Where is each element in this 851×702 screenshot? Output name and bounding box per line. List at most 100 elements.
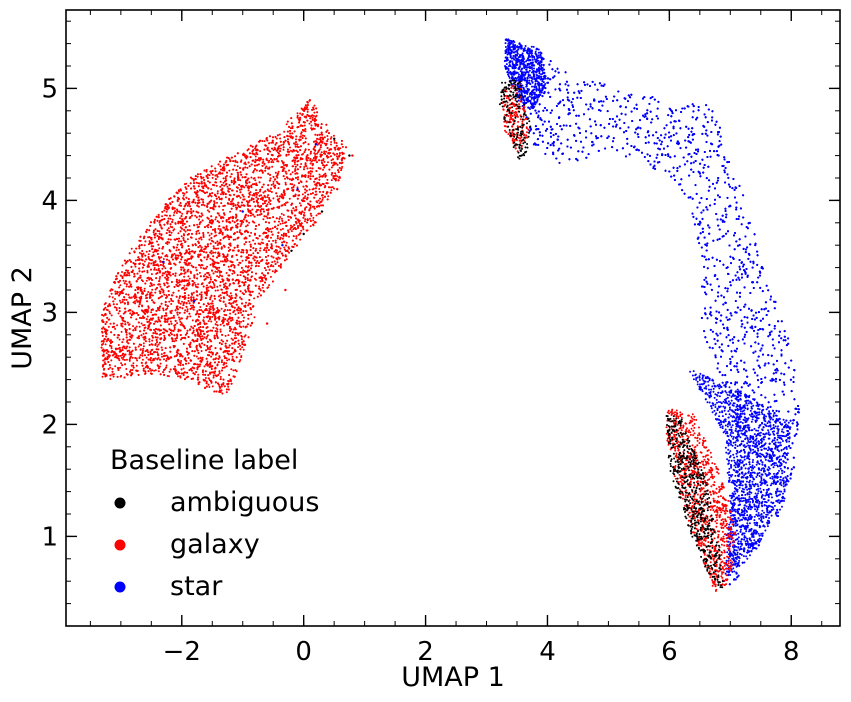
point-galaxy [134, 300, 136, 303]
point-galaxy [270, 183, 273, 186]
point-galaxy [141, 354, 144, 357]
point-galaxy [330, 166, 333, 169]
point-galaxy [120, 356, 123, 359]
point-galaxy [182, 304, 185, 307]
point-galaxy [214, 270, 217, 273]
point-galaxy [181, 212, 184, 215]
point-galaxy [243, 316, 245, 319]
point-galaxy [170, 297, 173, 300]
point-galaxy [200, 350, 203, 352]
point-galaxy [237, 263, 240, 266]
point-galaxy [197, 373, 200, 376]
point-galaxy [303, 108, 306, 111]
point-galaxy [236, 258, 239, 261]
point-galaxy [156, 240, 158, 243]
point-galaxy [186, 201, 189, 204]
point-galaxy [123, 359, 126, 361]
point-galaxy [285, 153, 288, 156]
point-galaxy [248, 185, 251, 188]
point-galaxy [238, 325, 241, 328]
point-galaxy [303, 166, 306, 168]
point-galaxy [266, 167, 269, 170]
point-galaxy [213, 200, 216, 203]
point-galaxy [240, 311, 242, 314]
point-galaxy [228, 374, 231, 376]
point-galaxy [202, 285, 205, 288]
point-galaxy [145, 231, 148, 234]
point-galaxy [192, 327, 195, 330]
point-galaxy [211, 315, 214, 318]
point-galaxy [171, 218, 174, 221]
point-galaxy [177, 240, 180, 243]
point-galaxy [264, 274, 267, 277]
point-galaxy [162, 258, 165, 260]
point-galaxy [223, 184, 226, 187]
point-galaxy [207, 231, 210, 234]
point-galaxy [217, 251, 220, 254]
point-galaxy [315, 114, 318, 117]
point-galaxy [103, 303, 106, 306]
point-galaxy [139, 276, 142, 279]
point-galaxy [309, 152, 312, 155]
point-galaxy [209, 316, 212, 318]
point-galaxy [253, 183, 256, 186]
point-galaxy [319, 212, 321, 215]
point-galaxy [319, 197, 321, 200]
point-galaxy [130, 353, 133, 356]
point-galaxy [165, 312, 168, 315]
point-galaxy [124, 363, 127, 366]
point-galaxy [144, 254, 147, 257]
point-galaxy [232, 369, 235, 372]
point-galaxy [164, 214, 167, 217]
point-galaxy [247, 254, 250, 256]
point-galaxy [212, 374, 215, 377]
point-galaxy [224, 282, 227, 285]
point-galaxy [206, 209, 209, 212]
point-galaxy [216, 307, 219, 309]
point-galaxy [143, 244, 146, 247]
point-galaxy [265, 249, 268, 252]
point-galaxy [150, 311, 153, 314]
point-galaxy [114, 365, 117, 368]
point-galaxy [274, 226, 276, 229]
point-galaxy [180, 322, 183, 325]
point-galaxy [125, 358, 128, 361]
point-galaxy [240, 355, 243, 357]
point-galaxy [327, 195, 330, 198]
point-galaxy [112, 375, 115, 378]
point-galaxy [116, 303, 118, 306]
point-galaxy [188, 277, 191, 280]
point-galaxy [231, 272, 234, 275]
point-galaxy [242, 167, 245, 170]
point-galaxy [148, 367, 151, 370]
point-galaxy [305, 184, 308, 187]
point-galaxy [101, 375, 104, 378]
point-galaxy [200, 293, 203, 296]
point-galaxy [296, 116, 299, 119]
point-galaxy [175, 337, 178, 339]
point-galaxy [278, 145, 281, 148]
point-galaxy [151, 343, 154, 346]
point-galaxy [201, 356, 204, 359]
point-galaxy [168, 259, 170, 262]
point-galaxy [131, 369, 134, 371]
point-galaxy [202, 326, 205, 329]
point-galaxy [281, 227, 284, 230]
point-galaxy [284, 170, 287, 173]
point-galaxy [153, 268, 156, 271]
point-galaxy [239, 261, 242, 264]
point-galaxy [110, 359, 113, 362]
point-galaxy [164, 303, 167, 306]
point-galaxy [234, 313, 237, 316]
point-galaxy [325, 123, 328, 126]
point-galaxy [282, 235, 285, 238]
point-galaxy [317, 167, 320, 170]
point-galaxy [146, 269, 149, 272]
point-galaxy [243, 198, 246, 201]
point-galaxy [204, 297, 207, 300]
point-galaxy [191, 319, 194, 322]
point-galaxy [170, 309, 173, 312]
point-galaxy [237, 282, 240, 285]
point-galaxy [260, 194, 263, 197]
